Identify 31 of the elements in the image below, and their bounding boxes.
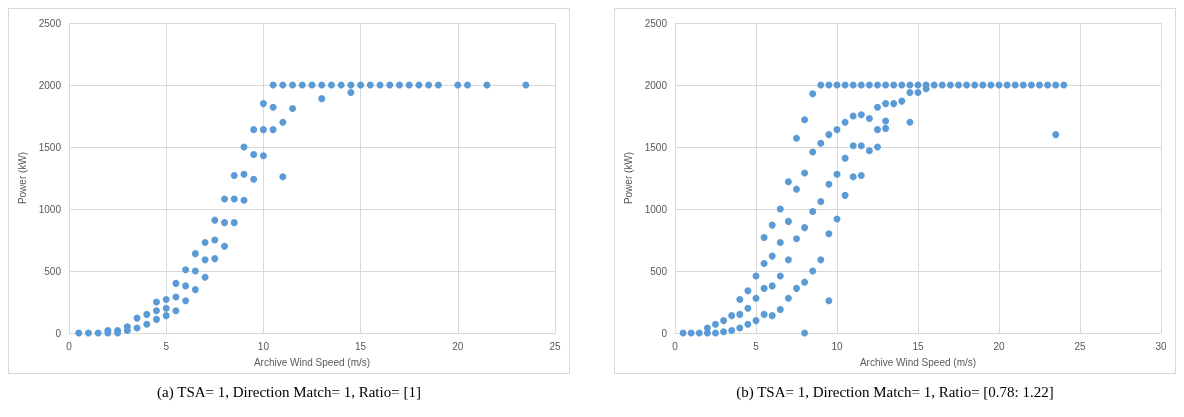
y-tick-label: 1000 [38, 203, 62, 215]
text: (b) TSA= 1, Direction Match= 1, Ratio= [0.78: 1.22] [736, 384, 1054, 401]
y-tick-label: 2500 [644, 17, 668, 29]
y-tick-label: 1000 [644, 203, 668, 215]
x-tick-label: 15 [355, 340, 367, 352]
x-tick-label: 25 [549, 340, 561, 352]
y-axis-title: Power (kW) [622, 151, 634, 205]
y-tick-label: 0 [661, 327, 668, 339]
x-tick-label: 20 [452, 340, 464, 352]
x-tick-label: 0 [66, 340, 73, 352]
x-axis-title: Archive Wind Speed (m/s) [859, 356, 977, 368]
x-tick-label: 10 [257, 340, 270, 352]
x-tick-label: 15 [912, 340, 924, 352]
y-tick-label: 1500 [644, 141, 668, 153]
text: (a) TSA= 1, Direction Match= 1, Ratio= [1] [157, 384, 421, 401]
y-tick-label: 2500 [38, 17, 62, 29]
x-tick-label: 0 [672, 340, 679, 352]
x-tick-label: 25 [1074, 340, 1086, 352]
y-axis-title: Power (kW) [16, 151, 28, 205]
x-tick-label: 30 [1155, 340, 1167, 352]
y-tick-label: 500 [44, 265, 62, 277]
x-tick-label: 10 [831, 340, 843, 352]
y-tick-label: 1500 [38, 141, 62, 153]
x-tick-label: 5 [163, 340, 170, 352]
y-tick-label: 500 [650, 265, 668, 277]
y-tick-label: 0 [55, 327, 62, 339]
x-axis-title: Archive Wind Speed (m/s) [253, 356, 371, 368]
y-tick-label: 2000 [644, 79, 668, 91]
y-tick-label: 2000 [38, 79, 62, 91]
x-tick-label: 5 [753, 340, 760, 352]
x-tick-label: 20 [993, 340, 1005, 352]
